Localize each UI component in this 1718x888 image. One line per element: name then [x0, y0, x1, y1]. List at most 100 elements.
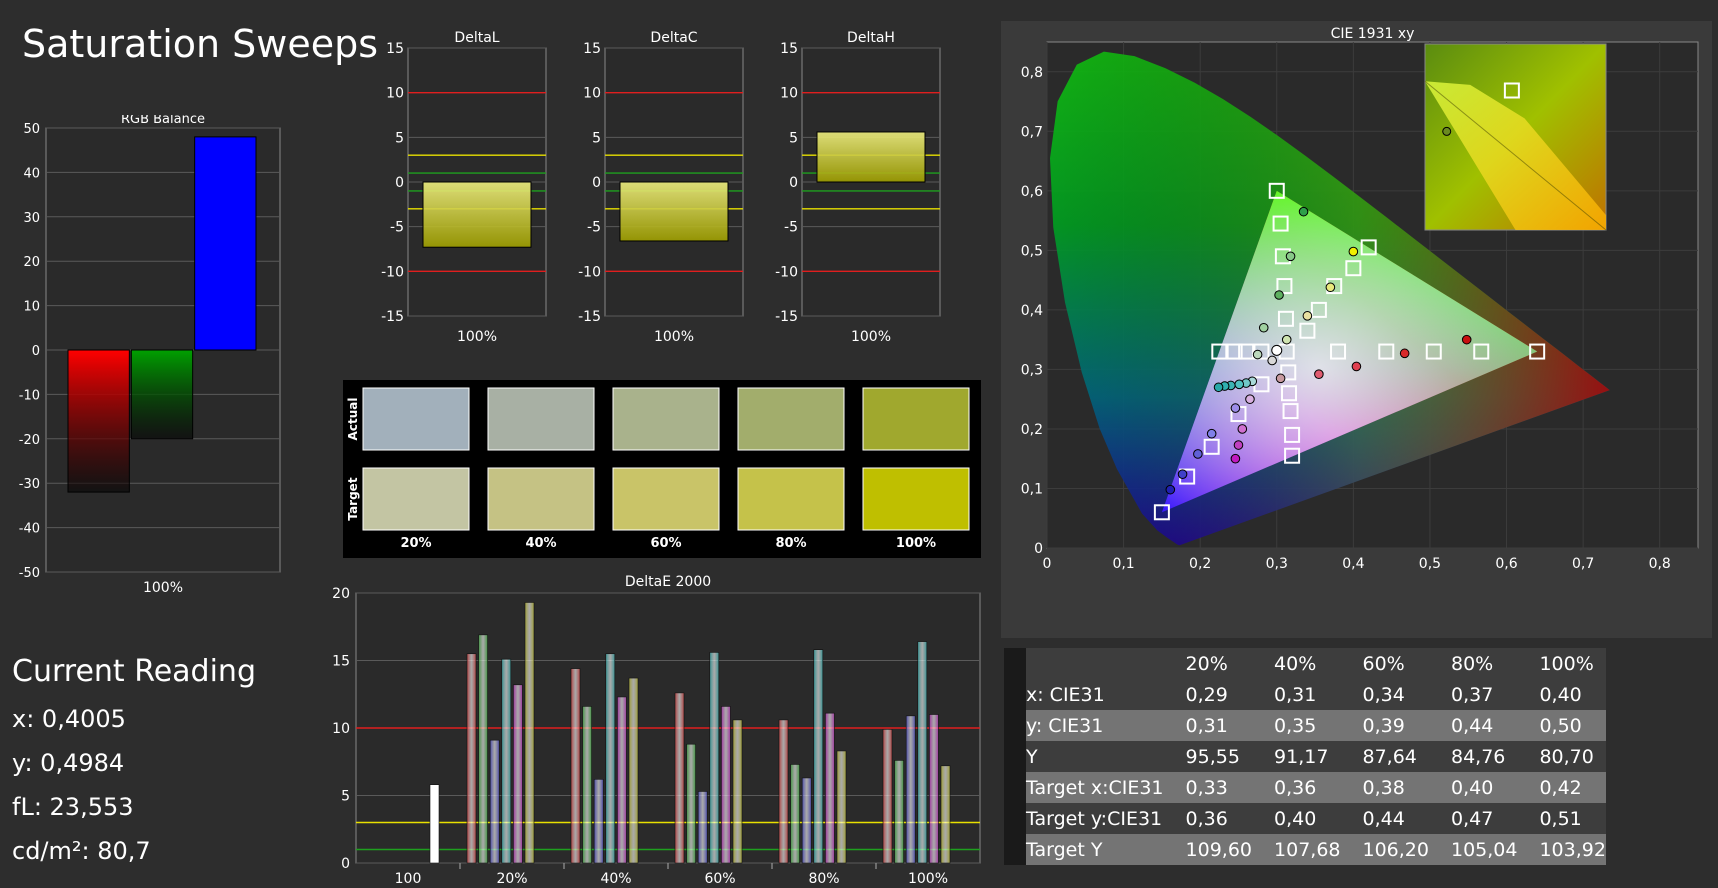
- delta-e-bar: [478, 634, 488, 864]
- table-cell: 106,20: [1362, 838, 1429, 861]
- delta-e-bar: [617, 696, 627, 864]
- reading-fl: fL: 23,553: [12, 793, 134, 821]
- zoom-inset-edge: [1424, 80, 1607, 231]
- actual-swatch: [362, 387, 470, 451]
- table-cell: 0,36: [1185, 807, 1228, 830]
- target-marker: [1238, 343, 1255, 360]
- target-marker: [1153, 504, 1170, 521]
- y-tick-label: 20: [332, 586, 350, 602]
- table-cell: 84,76: [1450, 745, 1506, 768]
- swatch-row-label: Target: [346, 477, 360, 520]
- y-tick-label: 0: [789, 175, 798, 191]
- table-cell: 0,31: [1274, 683, 1317, 706]
- delta-e-bar: [801, 777, 812, 864]
- y-tick-label: -10: [578, 264, 601, 280]
- row-label: Y: [1004, 741, 1164, 772]
- x-tick-label: 0: [1043, 556, 1052, 572]
- delta-e-bar: [836, 750, 847, 864]
- measured-point: [1233, 440, 1244, 450]
- y-tick-label: 0,1: [1021, 481, 1043, 497]
- measured-point: [1351, 361, 1362, 372]
- delta-e-bar: [778, 719, 789, 864]
- delta-e-bar: [709, 652, 720, 864]
- delta-e-bar: [917, 641, 928, 864]
- table-cell: 0,33: [1185, 776, 1228, 799]
- target-marker: [1299, 322, 1316, 339]
- table-cell: 0,39: [1362, 714, 1405, 737]
- y-tick-label: -10: [19, 388, 40, 403]
- x-tick-label: 100%: [851, 329, 891, 345]
- table-cell: 0,40: [1539, 683, 1582, 706]
- table-cell: 0,47: [1450, 807, 1494, 830]
- swatch-label: 100%: [896, 536, 936, 551]
- delta-e-bar: [790, 764, 800, 864]
- swatch-label: 40%: [525, 536, 556, 551]
- color-swatches: Actual Target 20% 40% 60% 80% 100%: [343, 380, 981, 558]
- y-tick-label: 5: [395, 130, 404, 146]
- delta-e-bar: [524, 602, 535, 864]
- measured-point: [1234, 379, 1245, 390]
- measured-point: [1165, 484, 1176, 495]
- delta-e-2000-chart: DeltaE 2000 20 15 10 5 0 100 20% 40% 60% 80% 100%: [332, 574, 981, 887]
- target-marker: [1330, 343, 1347, 360]
- y-tick-label: 0: [395, 175, 404, 191]
- y-tick-label: 0: [32, 344, 40, 359]
- table-cell: 0,37: [1450, 683, 1494, 706]
- target-marker: [1310, 301, 1327, 318]
- target-marker: [1281, 385, 1298, 402]
- x-tick-label: 0,4: [1342, 556, 1364, 572]
- y-tick-label: -5: [390, 220, 404, 236]
- rgb-bar: [130, 349, 194, 440]
- x-tick-label: 100%: [143, 580, 183, 596]
- chart-title: DeltaE 2000: [625, 574, 711, 590]
- table-header-cell: [1004, 648, 1164, 679]
- measured-point: [1258, 322, 1269, 333]
- actual-swatch: [862, 387, 970, 451]
- swatch-row-label: Actual: [346, 398, 360, 441]
- actual-swatch: [612, 387, 720, 451]
- y-tick-label: -15: [775, 309, 798, 325]
- table-header-cell: 40%: [1274, 652, 1317, 675]
- table-row: Target y:CIE31 0,36 0,40 0,44 0,47 0,51: [1004, 803, 1606, 834]
- delta-e-bar: [894, 760, 904, 864]
- measured-point: [1461, 334, 1472, 345]
- current-reading-heading: Current Reading: [12, 654, 256, 689]
- y-tick-label: -50: [19, 566, 40, 581]
- table-cell: 0,40: [1274, 807, 1317, 830]
- y-tick-label: 0,4: [1021, 303, 1043, 319]
- y-tick-label: 50: [23, 122, 40, 137]
- delta-e-bar: [882, 729, 893, 864]
- table-header-cell: 80%: [1450, 652, 1494, 675]
- delta-bar: [619, 181, 729, 242]
- target-marker: [1425, 343, 1442, 360]
- delta-e-bar: [929, 714, 939, 864]
- chart-title: DeltaH: [847, 30, 895, 46]
- x-tick-label: 20%: [496, 871, 527, 887]
- delta-e-bar: [905, 715, 916, 864]
- x-tick-label: 0,6: [1495, 556, 1517, 572]
- y-tick-label: -30: [19, 477, 40, 492]
- table-cell: 0,35: [1274, 714, 1317, 737]
- white-point: [1271, 344, 1283, 356]
- y-tick-label: -10: [775, 264, 798, 280]
- table-row: Target x:CIE31 0,33 0,36 0,38 0,40 0,42: [1004, 772, 1606, 803]
- target-swatch: [487, 467, 595, 531]
- table-cell: 0,44: [1450, 714, 1494, 737]
- delta-e-bar: [697, 791, 708, 864]
- actual-swatch: [737, 387, 845, 451]
- delta-e-bar: [513, 684, 523, 864]
- measured-point: [1314, 369, 1324, 379]
- swatch-label: 20%: [400, 536, 431, 551]
- y-tick-label: 15: [583, 41, 601, 57]
- target-marker: [1473, 343, 1490, 360]
- target-marker: [1529, 343, 1546, 360]
- measured-point: [1275, 373, 1286, 384]
- table-cell: 0,42: [1539, 776, 1582, 799]
- y-tick-label: 0: [592, 175, 601, 191]
- target-marker: [1203, 438, 1220, 455]
- delta-e-bar: [489, 739, 500, 864]
- measured-point: [1237, 424, 1248, 434]
- y-tick-label: 0,5: [1021, 243, 1043, 259]
- y-tick-label: 15: [386, 41, 404, 57]
- target-swatch: [362, 467, 470, 531]
